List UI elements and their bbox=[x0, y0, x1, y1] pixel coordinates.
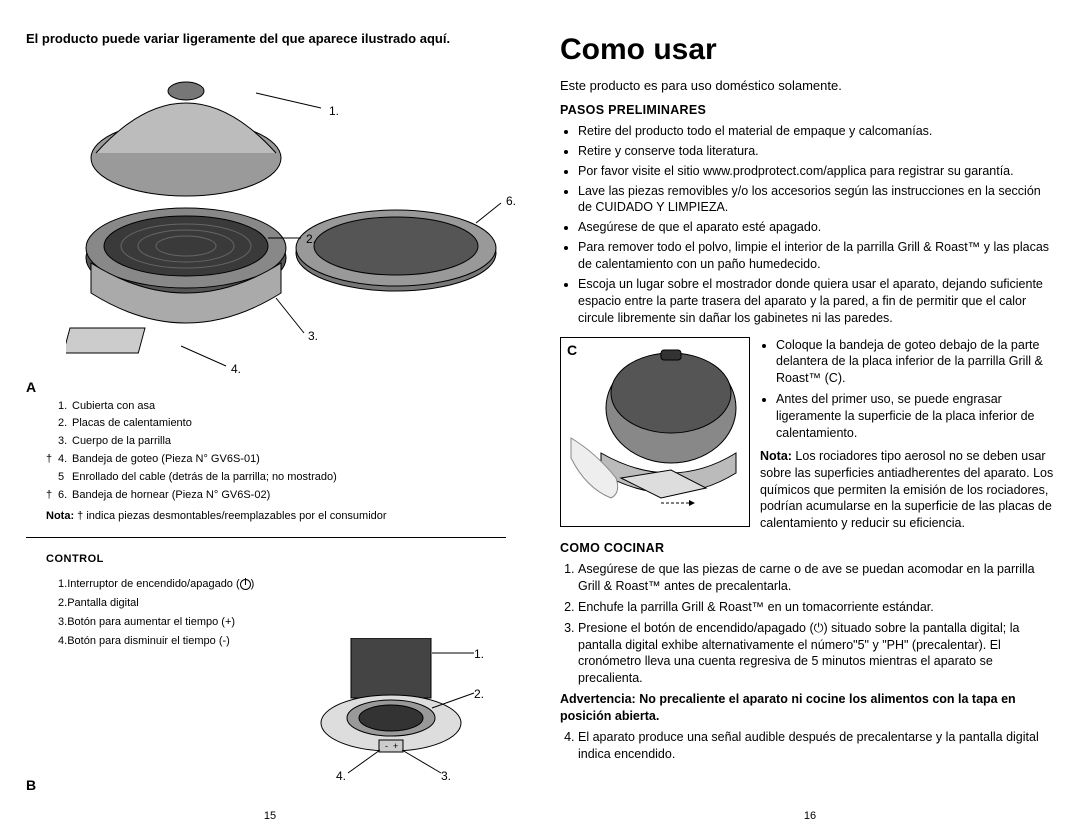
step-item: Enchufe la parrilla Grill & Roast™ en un… bbox=[578, 599, 1054, 616]
callout-b3: 3. bbox=[441, 768, 451, 784]
part-item: 3.Cuerpo de la parrilla bbox=[58, 434, 506, 449]
figure-b: - + 1. 2. 3. 4. bbox=[306, 638, 506, 788]
cooking-steps: Asegúrese de que las piezas de carne o d… bbox=[578, 561, 1054, 687]
figure-c: C bbox=[560, 337, 750, 527]
figure-c-label: C bbox=[567, 341, 577, 360]
parts-note: Nota: † indica piezas desmontables/reemp… bbox=[46, 509, 506, 524]
cooking-steps-cont: El aparato produce una señal audible des… bbox=[578, 729, 1054, 763]
page-number-16: 16 bbox=[804, 809, 816, 824]
list-item: Escoja un lugar sobre el mostrador donde… bbox=[578, 276, 1054, 327]
svg-text:- +: - + bbox=[385, 741, 398, 751]
figure-b-label: B bbox=[26, 776, 36, 795]
callout-b2: 2. bbox=[474, 686, 484, 702]
page-number-15: 15 bbox=[264, 809, 276, 824]
drip-tray-diagram bbox=[561, 338, 749, 526]
list-item: Asegúrese de que el aparato esté apagado… bbox=[578, 219, 1054, 236]
section-cooking: COMO COCINAR bbox=[560, 540, 1054, 557]
callout-6: 6. bbox=[506, 193, 516, 209]
figure-a: 1. 2. 3. 4. 6. A bbox=[26, 63, 506, 393]
list-item: Por favor visite el sitio www.prodprotec… bbox=[578, 163, 1054, 180]
callout-1: 1. bbox=[329, 103, 339, 119]
list-item: Antes del primer uso, se puede engrasar … bbox=[776, 391, 1054, 442]
page-16: Como usar Este producto es para uso domé… bbox=[540, 0, 1080, 834]
part-item: †6.Bandeja de hornear (Pieza N° GV6S-02) bbox=[58, 488, 506, 503]
figure-c-block: C Coloque la bandeja de goteo debajo de … bbox=[560, 337, 1054, 533]
grill-diagram-a bbox=[66, 63, 506, 373]
parts-list-a: 1.Cubierta con asa 2.Placas de calentami… bbox=[58, 399, 506, 503]
list-item: Coloque la bandeja de goteo debajo de la… bbox=[776, 337, 1054, 388]
callout-3: 3. bbox=[308, 328, 318, 344]
callout-b4: 4. bbox=[336, 768, 346, 784]
main-title: Como usar bbox=[560, 30, 1054, 71]
intro-text: Este producto es para uso doméstico sola… bbox=[560, 77, 1054, 95]
control-header: CONTROL bbox=[46, 552, 506, 567]
step-item: Asegúrese de que las piezas de carne o d… bbox=[578, 561, 1054, 595]
figure-c-text: Coloque la bandeja de goteo debajo de la… bbox=[760, 337, 1054, 533]
part-item: 5Enrollado del cable (detrás de la parri… bbox=[58, 470, 506, 485]
part-item: †4.Bandeja de goteo (Pieza N° GV6S-01) bbox=[58, 452, 506, 467]
callout-b1: 1. bbox=[474, 646, 484, 662]
control-item: 1.Interruptor de encendido/apagado () bbox=[58, 577, 506, 592]
control-item: 3.Botón para aumentar el tiempo (+) bbox=[58, 615, 506, 630]
callout-2: 2. bbox=[306, 231, 316, 247]
list-item: Lave las piezas removibles y/o los acces… bbox=[578, 183, 1054, 217]
figure-a-label: A bbox=[26, 378, 36, 397]
part-item: 1.Cubierta con asa bbox=[58, 399, 506, 414]
step-item: Presione el botón de encendido/apagado (… bbox=[578, 620, 1054, 688]
list-item: Retire del producto todo el material de … bbox=[578, 123, 1054, 140]
section-preliminary: PASOS PRELIMINARES bbox=[560, 102, 1054, 119]
step-item: El aparato produce una señal audible des… bbox=[578, 729, 1054, 763]
variation-disclaimer: El producto puede variar ligeramente del… bbox=[26, 30, 506, 48]
list-item: Retire y conserve toda literatura. bbox=[578, 143, 1054, 160]
power-icon bbox=[240, 579, 251, 590]
preliminary-list: Retire del producto todo el material de … bbox=[578, 123, 1054, 327]
list-item: Para remover todo el polvo, limpie el in… bbox=[578, 239, 1054, 273]
page-15: El producto puede variar ligeramente del… bbox=[0, 0, 540, 834]
aerosol-note: Nota: Los rociadores tipo aerosol no se … bbox=[760, 448, 1054, 532]
callout-4: 4. bbox=[231, 361, 241, 377]
part-item: 2.Placas de calentamiento bbox=[58, 416, 506, 431]
control-item: 2.Pantalla digital bbox=[58, 596, 506, 611]
divider bbox=[26, 537, 506, 538]
warning-text: Advertencia: No precaliente el aparato n… bbox=[560, 691, 1054, 725]
